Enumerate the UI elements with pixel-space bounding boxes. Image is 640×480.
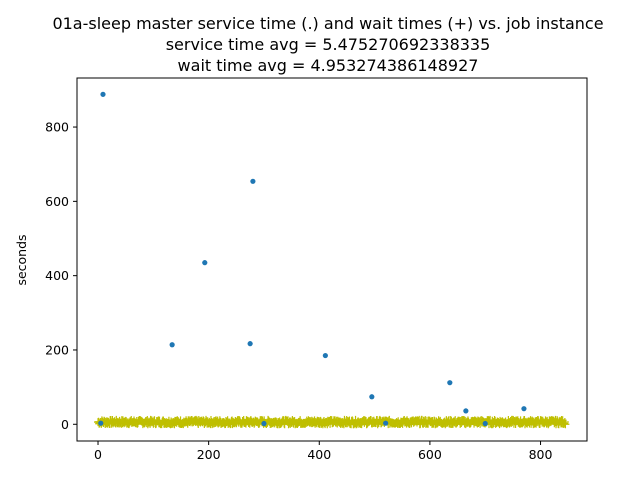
service-time-point <box>202 260 208 266</box>
y-tick-label: 0 <box>61 417 69 432</box>
x-tick-label: 0 <box>94 447 102 462</box>
y-tick-label: 600 <box>45 194 69 209</box>
x-axis: 0 200 400 600 800 <box>94 441 553 462</box>
service-time-point <box>100 91 106 97</box>
plot-frame <box>76 77 588 442</box>
service-time-point <box>261 420 267 427</box>
service-time-point <box>447 380 453 386</box>
x-tick-label: 800 <box>529 447 553 462</box>
x-tick-label: 600 <box>418 447 442 462</box>
service-times-series <box>98 91 527 427</box>
service-time-point <box>521 406 527 412</box>
x-tick-label: 200 <box>197 447 221 462</box>
service-time-point <box>247 341 253 347</box>
service-time-point <box>322 352 328 359</box>
service-time-point <box>482 420 488 427</box>
y-axis: 0 200 400 600 800 <box>45 120 77 432</box>
y-tick-label: 400 <box>45 268 69 283</box>
service-time-point <box>250 178 256 184</box>
wait-times-series <box>94 415 570 429</box>
chart-title: 01a-sleep master service time (.) and wa… <box>52 14 603 33</box>
wait-time-point <box>561 420 570 429</box>
service-time-point <box>98 420 104 426</box>
chart-subtitle-wait: wait time avg = 4.953274386148927 <box>178 56 479 75</box>
y-axis-label: seconds <box>14 234 29 285</box>
y-tick-label: 800 <box>45 120 69 135</box>
y-tick-label: 200 <box>45 342 69 357</box>
chart-subtitle-service: service time avg = 5.475270692338335 <box>166 35 491 54</box>
x-tick-label: 400 <box>307 447 331 462</box>
service-time-point <box>463 408 469 414</box>
service-time-point <box>369 394 375 400</box>
service-time-point <box>169 342 175 348</box>
plot-area <box>76 77 588 442</box>
service-time-point <box>383 420 389 426</box>
